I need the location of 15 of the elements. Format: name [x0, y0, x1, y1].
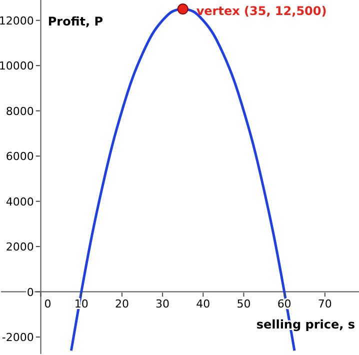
y-axis-title: Profit, P	[48, 14, 104, 28]
y-tick-label: 10000	[0, 60, 34, 73]
annotation: vertex (35, 12,500)	[196, 4, 327, 18]
y-tick-label: 8000	[6, 104, 34, 118]
x-tick-label: 20	[114, 298, 129, 311]
x-tick-label: 0	[44, 298, 52, 311]
y-tick-label: -2000	[2, 331, 34, 344]
y-tick-label: 12000	[0, 14, 34, 28]
x-tick-label: 50	[236, 298, 251, 311]
y-tick-label: 4000	[6, 195, 34, 208]
x-tick-label: 70	[318, 298, 332, 311]
x-tick-label: 40	[196, 298, 210, 311]
y-tick-label: 2000	[6, 240, 34, 254]
x-tick-label: 30	[156, 298, 170, 311]
y-tick-label: 6000	[6, 150, 34, 164]
